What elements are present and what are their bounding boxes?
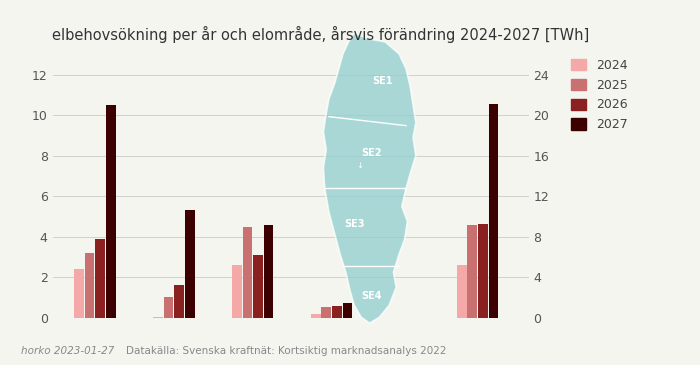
Bar — [85, 253, 95, 318]
Text: Datakälla: Svenska kraftnät: Kortsiktig marknadsanalys 2022: Datakälla: Svenska kraftnät: Kortsiktig … — [126, 346, 447, 356]
Text: SE2: SE2 — [360, 147, 382, 158]
Text: SE4: SE4 — [360, 291, 382, 301]
Bar — [457, 265, 467, 318]
Bar — [332, 307, 342, 318]
Bar — [253, 255, 263, 318]
Text: SE3: SE3 — [344, 219, 365, 229]
Text: ↓: ↓ — [356, 161, 363, 169]
Bar — [468, 224, 477, 318]
Bar — [343, 303, 352, 318]
Bar — [164, 297, 174, 318]
Bar — [153, 316, 163, 318]
Bar — [74, 269, 84, 318]
Polygon shape — [323, 33, 416, 323]
Bar — [232, 265, 242, 318]
Bar — [311, 314, 321, 318]
Text: SE1: SE1 — [372, 76, 393, 86]
Bar — [478, 223, 488, 318]
Bar — [321, 307, 331, 318]
Bar — [489, 104, 498, 318]
Legend: 2024, 2025, 2026, 2027: 2024, 2025, 2026, 2027 — [566, 54, 633, 136]
Bar — [264, 224, 274, 318]
Bar — [174, 285, 184, 318]
Bar — [106, 105, 116, 318]
Bar — [185, 210, 195, 318]
Bar — [95, 239, 105, 318]
Text: elbehovsökning per år och elområde, årsvis förändring 2024-2027 [TWh]: elbehovsökning per år och elområde, årsv… — [52, 26, 589, 43]
Text: horko 2023-01-27: horko 2023-01-27 — [21, 346, 114, 356]
Bar — [242, 227, 252, 318]
